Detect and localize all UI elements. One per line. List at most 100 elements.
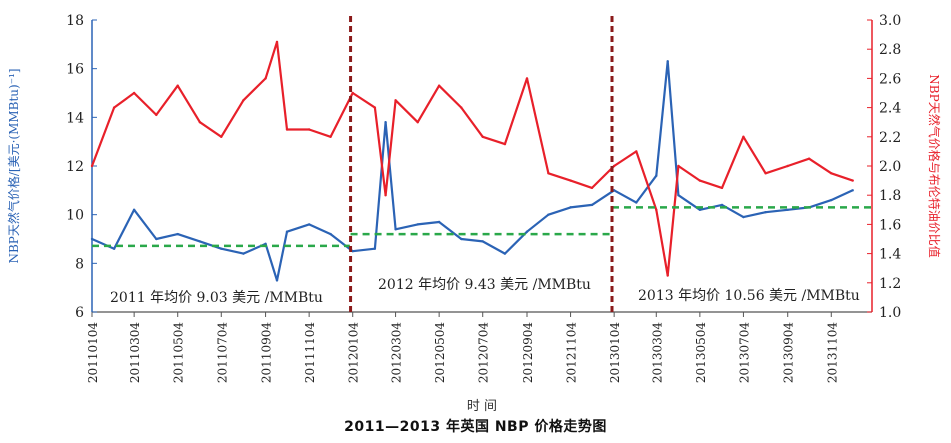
average-label: 2011 年均价 9.03 美元 /MMBtu — [110, 290, 323, 306]
price-data-point — [569, 206, 572, 209]
left-tick-label: 8 — [75, 256, 84, 272]
average-label: 2012 年均价 9.43 美元 /MMBtu — [378, 277, 591, 293]
ratio-data-point — [285, 128, 289, 131]
ratio-data-point — [569, 179, 572, 182]
ratio-data-point — [612, 164, 616, 168]
ratio-data-point — [807, 157, 811, 160]
price-data-point — [742, 215, 745, 219]
price-data-point — [764, 211, 767, 214]
ratio-data-point — [742, 135, 745, 138]
x-tick-label: 20130104 — [608, 322, 622, 383]
ratio-data-point — [525, 77, 529, 80]
x-tick-label: 20130704 — [737, 322, 751, 383]
ratio-data-point — [764, 172, 767, 175]
x-tick-label: 20130504 — [694, 322, 708, 383]
price-data-point — [481, 240, 484, 243]
price-data-point — [90, 237, 94, 241]
ratio-data-point — [416, 121, 419, 124]
x-tick-label: 20130904 — [782, 322, 796, 383]
right-tick-label: 1.6 — [879, 217, 901, 233]
ratio-data-point — [351, 91, 354, 95]
figure-caption: 2011—2013 年英国 NBP 价格走势图 — [344, 419, 607, 435]
ratio-data-point — [503, 142, 507, 146]
ratio-data-point — [176, 84, 179, 87]
x-tick-label: 20110504 — [172, 322, 186, 383]
left-tick-label: 16 — [66, 62, 84, 78]
x-tick-label: 20110104 — [86, 322, 100, 383]
x-tick-label: 20120504 — [433, 322, 447, 383]
price-data-point — [590, 203, 594, 207]
x-tick-label: 20121104 — [565, 322, 579, 383]
ratio-data-point — [830, 172, 833, 175]
price-data-point — [198, 240, 202, 243]
right-tick-label: 3.0 — [879, 13, 901, 29]
right-tick-label: 2.2 — [879, 130, 901, 146]
price-data-point — [155, 237, 158, 241]
ratio-data-point — [635, 150, 638, 153]
price-data-point — [394, 228, 397, 231]
ratio-data-point — [275, 40, 279, 44]
price-data-point — [786, 208, 789, 211]
left-axis-title: NBP天然气价格/[美元·(MMBtu)⁻¹] — [6, 68, 21, 263]
right-tick-label: 2.8 — [879, 42, 901, 58]
x-tick-label: 20130304 — [650, 322, 664, 383]
price-data-point — [176, 232, 179, 236]
price-data-point — [329, 232, 332, 236]
ratio-data-point — [655, 208, 658, 211]
x-tick-label: 20120904 — [521, 322, 535, 383]
x-tick-label: 20111104 — [303, 322, 317, 383]
x-tick-label: 20110304 — [128, 322, 142, 383]
right-tick-label: 1.2 — [879, 276, 901, 292]
ratio-data-point — [198, 121, 202, 124]
price-data-point — [666, 60, 669, 63]
left-tick-label: 12 — [66, 159, 84, 175]
price-data-point — [635, 201, 638, 204]
ratio-data-point — [384, 194, 387, 197]
ratio-data-point — [590, 186, 594, 190]
ratio-data-point — [132, 91, 136, 95]
ratio-data-point — [698, 179, 702, 182]
ratio-data-point — [394, 99, 397, 102]
ratio-data-point — [460, 106, 463, 109]
price-data-point — [720, 203, 724, 207]
left-tick-label: 6 — [75, 305, 84, 321]
ratio-data-point — [666, 274, 669, 277]
series-line-price — [91, 60, 854, 282]
price-data-point — [112, 247, 116, 250]
price-data-point — [830, 198, 833, 202]
price-data-point — [503, 252, 507, 255]
ratio-data-point — [851, 179, 854, 182]
x-tick-label: 20131104 — [825, 322, 839, 383]
ratio-data-point — [481, 135, 484, 138]
price-data-point — [132, 208, 136, 211]
ratio-data-point — [242, 99, 245, 102]
price-data-point — [373, 247, 377, 250]
price-data-point — [525, 230, 529, 233]
ratio-data-point — [329, 135, 332, 138]
ratio-data-point — [112, 106, 116, 109]
left-tick-label: 10 — [66, 208, 84, 224]
ratio-data-point — [220, 135, 223, 138]
price-data-point — [612, 189, 616, 192]
price-data-point — [437, 220, 441, 224]
x-tick-label: 20110904 — [260, 322, 274, 383]
right-tick-label: 1.4 — [879, 247, 901, 263]
right-tick-label: 1.0 — [879, 305, 901, 321]
ratio-data-point — [677, 164, 680, 168]
average-label: 2013 年均价 10.56 美元 /MMBtu — [638, 288, 860, 304]
ratio-data-point — [90, 164, 94, 168]
x-tick-label: 20120104 — [347, 322, 361, 383]
price-data-point — [547, 213, 550, 216]
price-data-point — [242, 252, 245, 255]
price-data-point — [384, 121, 387, 124]
x-tick-label: 20120704 — [477, 322, 491, 383]
right-tick-label: 2.0 — [879, 159, 901, 175]
ratio-data-point — [720, 186, 724, 190]
price-data-point — [285, 230, 289, 233]
left-tick-label: 18 — [66, 13, 84, 29]
ratio-data-point — [264, 77, 267, 80]
ratio-data-point — [547, 172, 550, 175]
x-axis-title: 时 间 — [467, 399, 497, 414]
left-tick-label: 14 — [66, 110, 84, 126]
